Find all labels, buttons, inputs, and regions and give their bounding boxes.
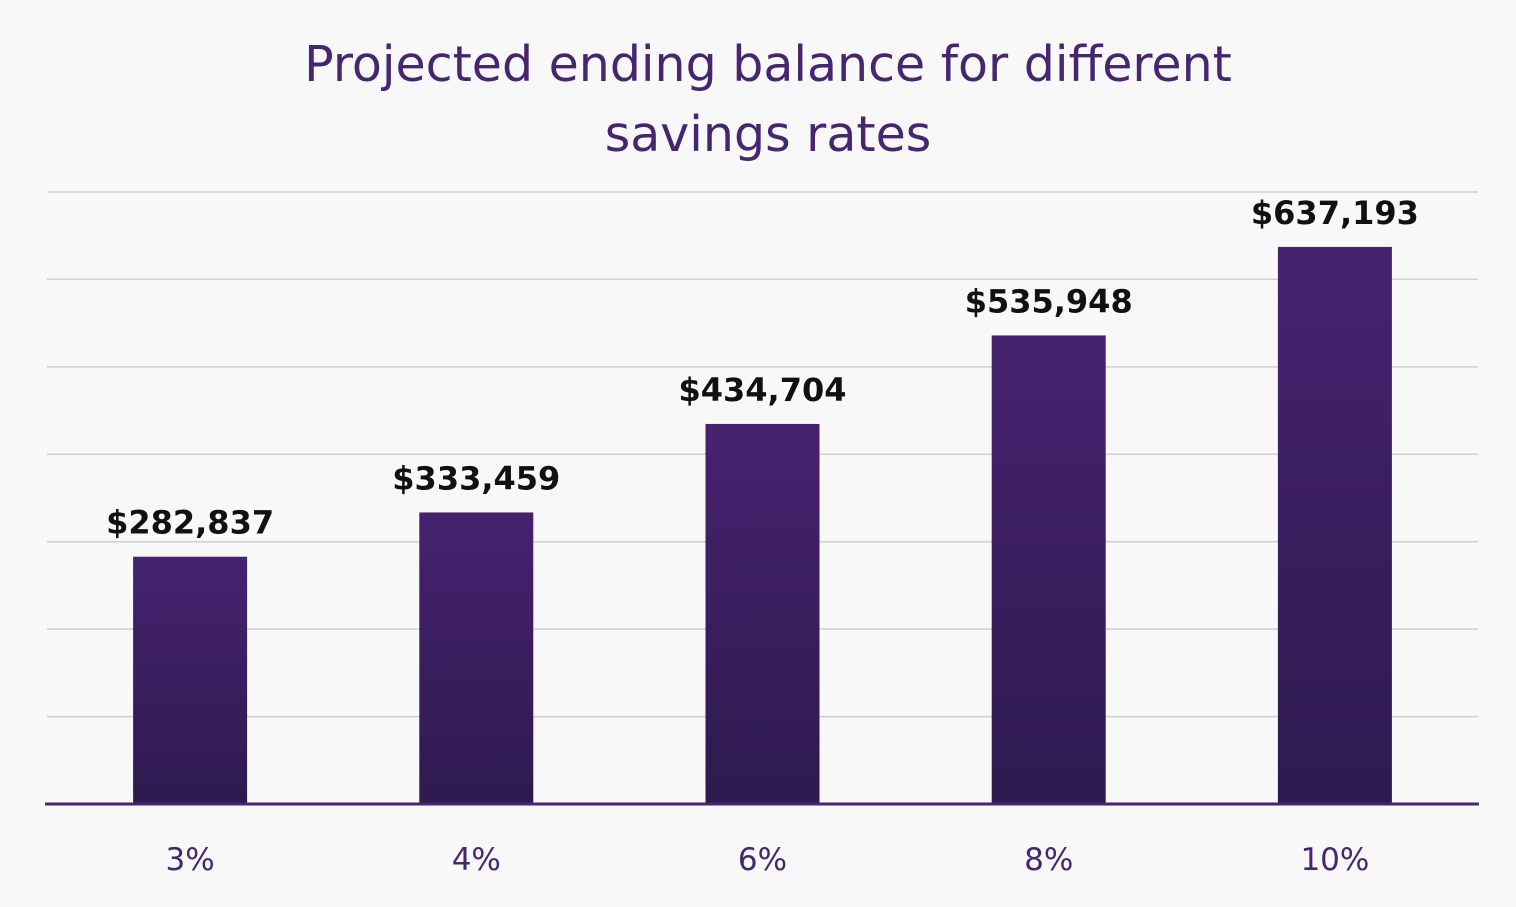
- x-tick-label: 10%: [1300, 842, 1369, 878]
- value-labels: $282,837 $333,459 $434,704 $535,948 $637,193: [106, 194, 1419, 542]
- x-tick-label: 4%: [452, 842, 501, 878]
- x-axis-tick-labels: 3% 4% 6% 8% 10%: [166, 842, 1370, 878]
- bar-10pct: [1277, 246, 1392, 805]
- value-label: $282,837: [106, 504, 274, 542]
- bar-4pct: [419, 512, 534, 804]
- x-tick-label: 8%: [1024, 842, 1073, 878]
- x-tick-label: 6%: [738, 842, 787, 878]
- bar-8pct: [991, 335, 1106, 804]
- value-label: $535,948: [965, 282, 1133, 320]
- chart-title: Projected ending balance for different s…: [304, 36, 1232, 163]
- bars: [133, 246, 1392, 805]
- value-label: $333,459: [392, 459, 560, 497]
- x-tick-label: 3%: [166, 842, 215, 878]
- value-label: $434,704: [678, 371, 846, 409]
- bar-6pct: [705, 423, 820, 804]
- value-label: $637,193: [1251, 194, 1419, 232]
- bar-3pct: [133, 556, 248, 804]
